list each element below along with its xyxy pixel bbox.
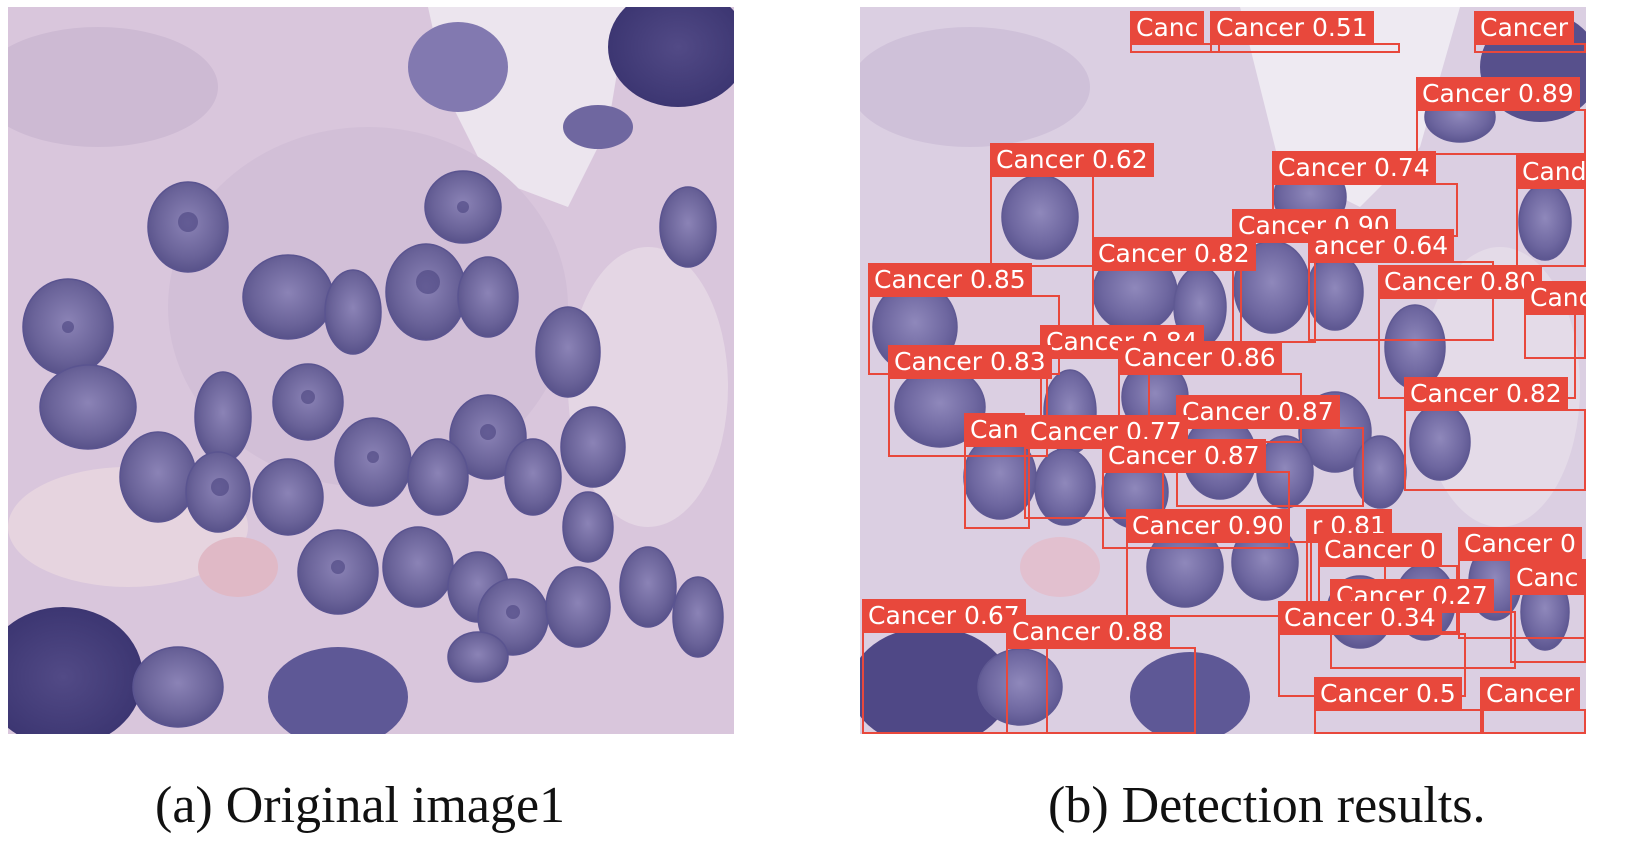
detection-box: Canc: [1524, 281, 1586, 359]
detection-box: Cancer 0.82: [1404, 377, 1586, 491]
detection-box: Canc: [1510, 561, 1586, 663]
detection-label: Cancer 0.87: [1176, 395, 1340, 429]
detection-label: Cancer 0: [1318, 533, 1442, 567]
detection-label: Cand: [1516, 155, 1586, 189]
detection-box: Cancer 0.27: [1330, 579, 1516, 669]
detection-label: Cancer 0.90: [1126, 509, 1290, 543]
caption-detection-results: (b) Detection results.: [1048, 777, 1486, 834]
detection-label: Cancer 0.51: [1210, 11, 1374, 45]
detection-box: Cancer 0: [1318, 533, 1458, 633]
detection-label: Cancer 0.84: [1040, 325, 1204, 359]
detection-label: Can: [964, 413, 1025, 447]
detection-box: Cancer 0.90: [1232, 209, 1396, 343]
caption-original-image: (a) Original image1: [155, 777, 566, 834]
detection-box: Cancer 0.80: [1378, 265, 1576, 399]
detection-box: Cancer 0.34: [1278, 601, 1466, 697]
detection-label: Cancer 0.82: [1092, 237, 1256, 271]
detection-label: Cancer 0.5: [1314, 677, 1462, 711]
detection-box: Cancer 0.88: [1006, 615, 1196, 734]
detection-box: Cancer: [1480, 677, 1586, 734]
detection-label: Cancer 0.82: [1404, 377, 1568, 411]
detection-label: Cancer 0.89: [1416, 77, 1580, 111]
detection-label: Cancer 0.86: [1118, 341, 1282, 375]
detection-results-panel: Canc Cancer 0.51 Cancer Cancer 0.89 Cancer 0…: [860, 7, 1586, 734]
detection-label: Cancer 0.77: [1024, 415, 1188, 449]
detection-label: Cancer 0: [1458, 527, 1582, 561]
detection-label: Cancer 0.90: [1232, 209, 1396, 243]
detection-box: Cancer 0.5: [1314, 677, 1484, 734]
detection-label: Cancer 0.80: [1378, 265, 1542, 299]
detection-box: Cancer 0.77: [1024, 415, 1188, 519]
detection-box: Cancer 0.87: [1102, 439, 1290, 549]
detection-box: r 0.81: [1306, 509, 1392, 617]
histology-image-original: [8, 7, 734, 734]
detection-label: Cancer 0.88: [1006, 615, 1170, 649]
detection-label: Canc: [1524, 281, 1586, 315]
detection-box: Cancer 0.90: [1126, 509, 1312, 617]
detection-box: Canc: [1130, 11, 1220, 53]
detection-label: Canc: [1510, 561, 1585, 595]
detection-box: Cancer 0.87: [1176, 395, 1364, 507]
detection-box: Cancer 0.83: [888, 345, 1052, 457]
detection-box: Cancer 0.74: [1272, 151, 1458, 237]
detection-box: ancer 0.64: [1308, 229, 1494, 341]
original-image-panel: [8, 7, 734, 734]
detection-box: Cancer 0.85: [868, 263, 1060, 375]
detection-box: Cancer 0.51: [1210, 11, 1400, 53]
detection-label: Cancer 0.85: [868, 263, 1032, 297]
detection-label: Cancer 0.74: [1272, 151, 1436, 185]
detection-label: Cancer: [1480, 677, 1581, 711]
detection-box: Cancer 0.84: [1040, 325, 1204, 433]
detection-label: ancer 0.64: [1308, 229, 1455, 263]
detection-label: Cancer 0.62: [990, 143, 1154, 177]
detection-box: Cancer 0.89: [1416, 77, 1586, 155]
detection-label: Cancer 0.27: [1330, 579, 1494, 613]
detection-box: Cancer 0.86: [1118, 341, 1302, 443]
detection-label: Cancer 0.67: [862, 599, 1026, 633]
detection-label: r 0.81: [1306, 509, 1392, 543]
detection-box: Cand: [1516, 155, 1586, 267]
detection-box: Cancer 0.62: [990, 143, 1154, 267]
detection-label: Canc: [1130, 11, 1205, 45]
detection-box: Cancer 0: [1458, 527, 1586, 639]
detection-label: Cancer: [1474, 11, 1575, 45]
detection-box: Cancer 0.67: [862, 599, 1048, 734]
detection-box: Cancer 0.82: [1092, 237, 1256, 343]
detection-overlay: Canc Cancer 0.51 Cancer Cancer 0.89 Cancer 0…: [860, 7, 1586, 734]
detection-box: Cancer: [1474, 11, 1586, 53]
detection-label: Cancer 0.87: [1102, 439, 1266, 473]
detection-label: Cancer 0.34: [1278, 601, 1442, 635]
detection-label: Cancer 0.83: [888, 345, 1052, 379]
detection-box: Can: [964, 413, 1030, 529]
